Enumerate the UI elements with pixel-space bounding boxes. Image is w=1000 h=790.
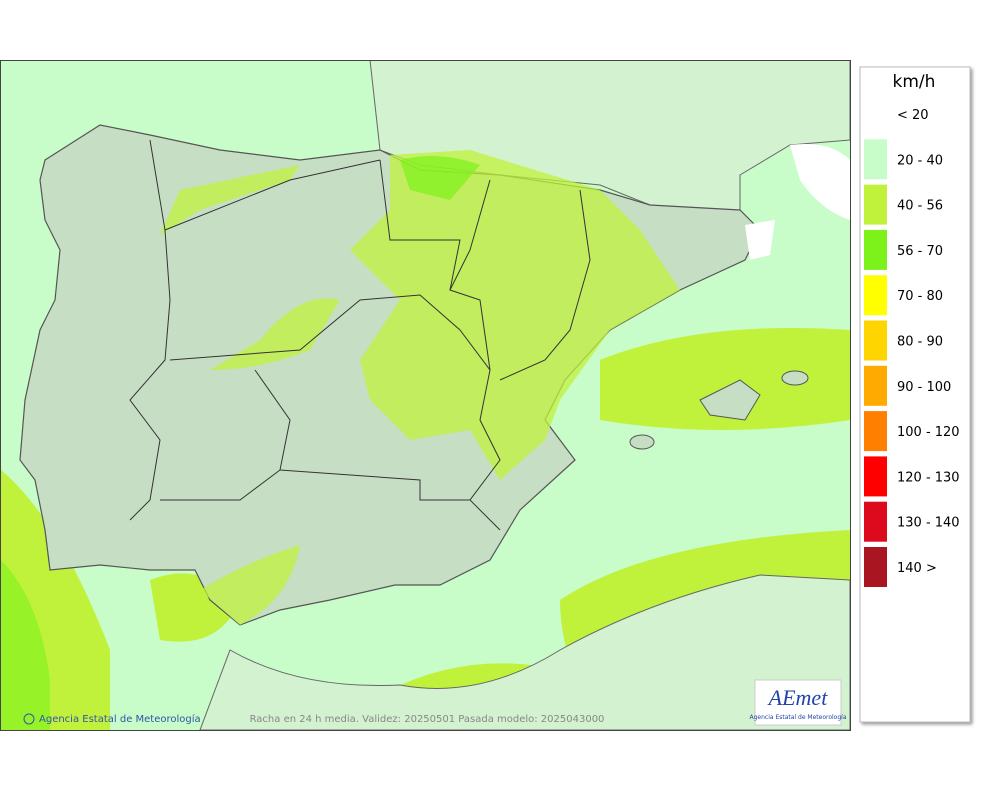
legend-label: 70 - 80: [897, 289, 943, 304]
island: [781, 370, 809, 386]
legend-label: 130 - 140: [897, 516, 960, 531]
logo-subtitle: Agencia Estatal de Meteorología: [750, 714, 847, 721]
legend-swatch: [864, 365, 887, 406]
legend-label: 120 - 130: [897, 470, 960, 485]
calm-zone: [790, 144, 850, 220]
legend-swatch: [864, 320, 887, 361]
island: [629, 434, 655, 450]
wind-zone: [210, 298, 340, 370]
wind-zone: [1, 560, 50, 730]
legend-label: 20 - 40: [897, 153, 943, 168]
legend-swatch: [864, 411, 887, 452]
wind-zone: [400, 156, 480, 200]
legend-swatch: [864, 501, 887, 542]
legend-label: 90 - 100: [897, 380, 951, 395]
africa: [199, 574, 850, 730]
logo: AEmet: [767, 685, 829, 710]
island: [699, 379, 761, 421]
legend-swatch: [864, 184, 887, 225]
legend-label: 56 - 70: [897, 244, 943, 259]
credit: Agencia Estatal de Meteorología: [39, 713, 201, 725]
wind-zone: [600, 328, 850, 430]
map: [1, 60, 850, 730]
legend-title: km/h: [893, 72, 936, 92]
credit-icon: [23, 713, 35, 725]
legend-swatch: [864, 547, 887, 587]
calm-zone: [745, 220, 775, 260]
legend-label: < 20: [897, 108, 929, 123]
legend-swatch: [864, 229, 887, 270]
legend-label: 40 - 56: [897, 199, 943, 214]
legend-swatch: [864, 456, 887, 497]
legend-label: 100 - 120: [897, 425, 960, 440]
wind-zone: [350, 150, 680, 480]
logo-box: [754, 679, 842, 726]
wind-zone: [160, 165, 300, 235]
wind-zone: [200, 545, 300, 625]
legend-label: 80 - 90: [897, 335, 943, 350]
legend-label: 140 >: [897, 561, 937, 576]
legend-swatch: [864, 139, 887, 180]
legend-swatch: [864, 275, 887, 316]
caption: Racha en 24 h media. Validez: 20250501 P…: [250, 714, 605, 725]
map-frame: [0, 60, 851, 731]
legend: < 20 20 - 40 40 - 56 56 - 70 70 - 80 80 - 90 9…: [864, 108, 960, 587]
region-borders: [129, 139, 591, 531]
